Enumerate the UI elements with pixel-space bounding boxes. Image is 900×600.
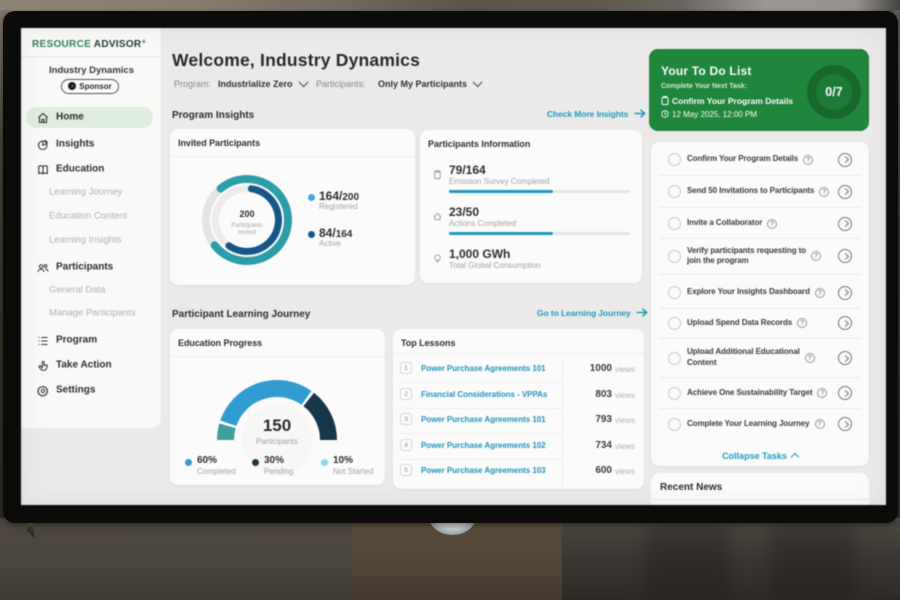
svg-text:Invited: Invited: [238, 230, 256, 236]
svg-text:150: 150: [263, 416, 291, 435]
svg-text:Participants: Participants: [231, 223, 262, 229]
svg-text:200: 200: [239, 209, 254, 219]
svg-text:Participants: Participants: [256, 437, 298, 446]
